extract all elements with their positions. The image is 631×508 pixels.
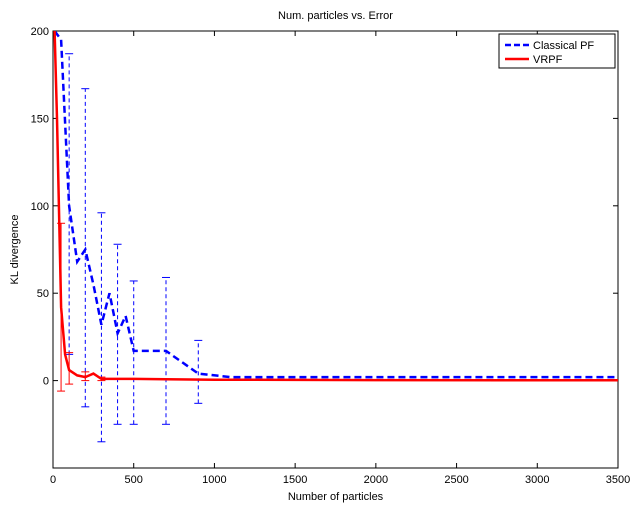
x-axis-label: Number of particles: [288, 491, 384, 503]
x-axis: 0 500 1000 1500 2000 2500 3000 3500: [50, 31, 630, 486]
x-tick-label: 500: [125, 474, 143, 486]
y-tick-label: 100: [31, 201, 49, 213]
x-tick-label: 3000: [525, 474, 549, 486]
series-layer: [53, 31, 618, 443]
plot-area: [52, 30, 619, 469]
y-axis-label: KL divergence: [9, 215, 21, 285]
x-tick-label: 2500: [444, 474, 468, 486]
x-tick-label: 3500: [606, 474, 630, 486]
series-classical-pf: [53, 31, 618, 443]
x-tick-label: 0: [50, 474, 56, 486]
series-vrpf: [53, 31, 618, 392]
x-tick-label: 2000: [364, 474, 388, 486]
x-tick-label: 1500: [283, 474, 307, 486]
chart-title: Num. particles vs. Error: [278, 10, 393, 22]
legend: Classical PF VRPF: [498, 33, 616, 69]
legend-label: VRPF: [533, 54, 563, 66]
y-tick-label: 50: [37, 288, 49, 300]
series-line: [53, 31, 618, 379]
y-tick-label: 0: [43, 376, 49, 388]
legend-box: [498, 33, 616, 69]
legend-label: Classical PF: [533, 40, 594, 52]
y-tick-label: 150: [31, 113, 49, 125]
y-axis: 0 50 100 150 200: [31, 26, 618, 388]
y-tick-label: 200: [31, 26, 49, 38]
series-line: [53, 31, 618, 382]
x-tick-label: 1000: [202, 474, 226, 486]
